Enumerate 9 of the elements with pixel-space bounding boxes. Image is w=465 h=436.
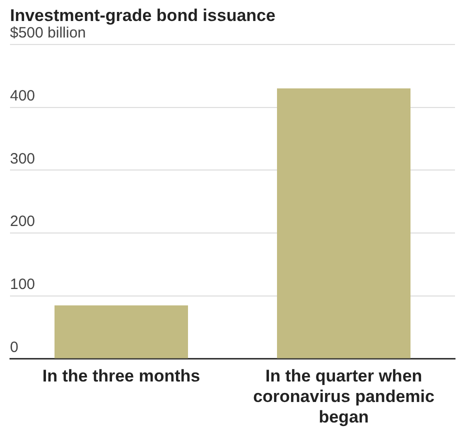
y-tick-label: 300 <box>10 150 36 168</box>
y-tick-label: 200 <box>10 213 36 230</box>
y-tick-label: $500 billion <box>10 24 86 42</box>
y-tick-label: 0 <box>10 338 18 356</box>
y-tick-label: 400 <box>10 87 36 104</box>
x-tick-label: In the quarter when coronavirus pandemic began <box>253 366 434 426</box>
x-tick-label: In the three months <box>42 366 200 386</box>
y-tick-label: 100 <box>10 276 36 294</box>
chart-title: Investment-grade bond issuance <box>10 6 276 25</box>
